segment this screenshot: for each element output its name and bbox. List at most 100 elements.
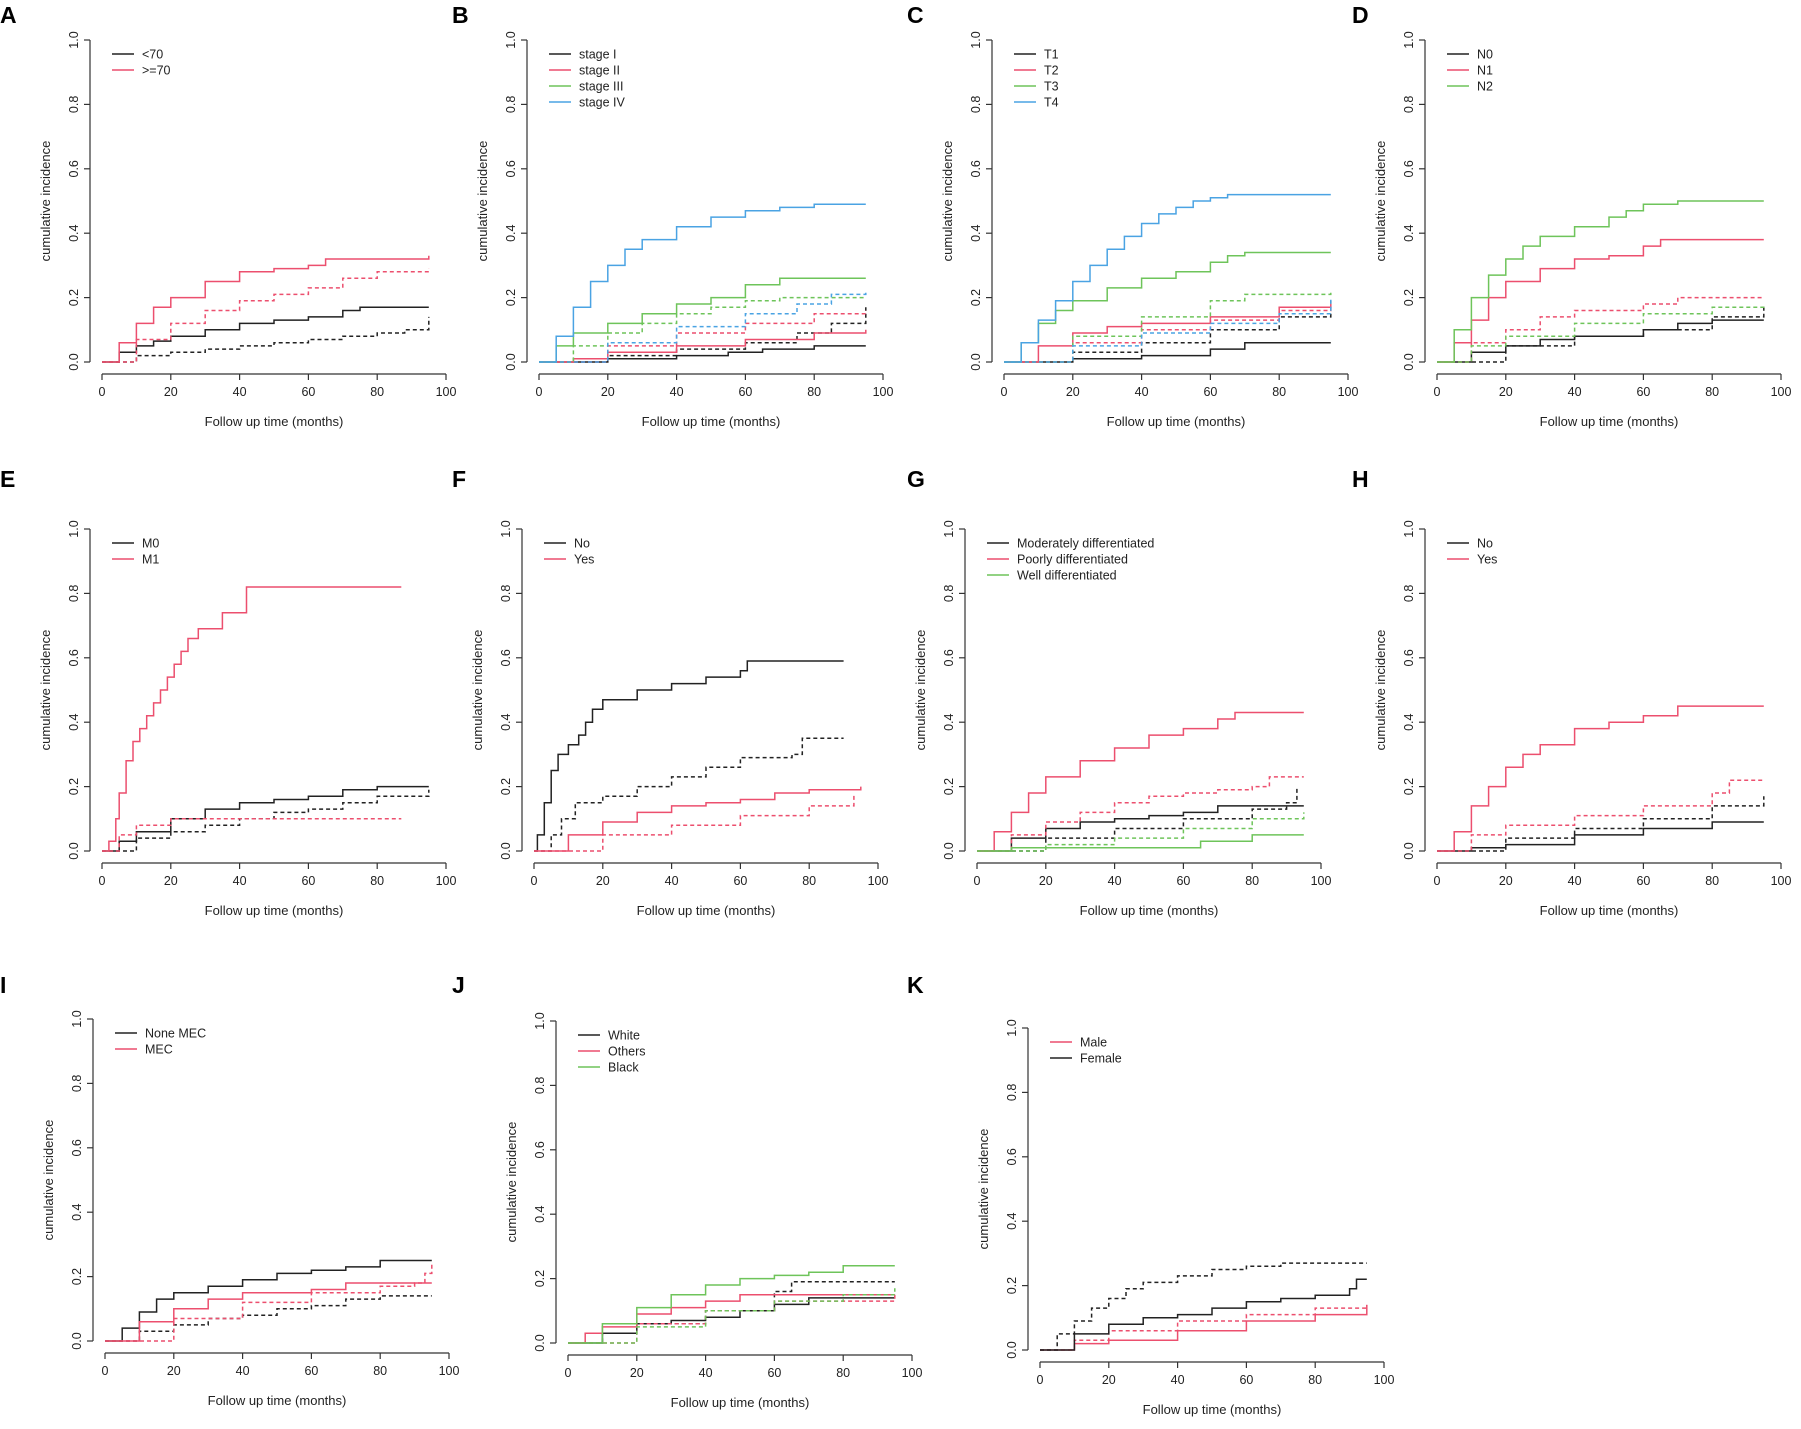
y-tick-label: 1.0 — [1402, 520, 1416, 537]
x-tick-label: 20 — [1039, 874, 1053, 888]
panel-k: K 0.0 0.2 0.4 0.6 0.8 1.0 0 20 40 60 80 100 Follow up… — [907, 972, 1394, 1417]
series-line-solid — [102, 306, 429, 363]
y-tick-label: 0.4 — [942, 713, 956, 730]
series-line-solid — [1437, 319, 1764, 363]
panel-e: E 0.0 0.2 0.4 0.6 0.8 1.0 0 20 40 60 80 100 Follow up… — [0, 466, 456, 918]
x-tick-label: 0 — [536, 385, 543, 399]
x-tick-label: 20 — [601, 385, 615, 399]
x-tick-label: 40 — [236, 1364, 250, 1378]
x-tick-label: 40 — [670, 385, 684, 399]
legend-label: stage II — [579, 64, 620, 78]
series-line-dashed — [105, 1295, 432, 1342]
series-line-dashed — [1437, 304, 1765, 363]
panel-b: B 0.0 0.2 0.4 0.6 0.8 1.0 0 20 40 60 80 100 Follow up… — [452, 2, 893, 429]
panel-g: G 0.0 0.2 0.4 0.6 0.8 1.0 0 20 40 60 80 100 Follow up… — [907, 466, 1331, 918]
legend-label: M0 — [142, 537, 159, 551]
y-tick-label: 0.6 — [67, 160, 81, 177]
series-line-dashed — [977, 776, 1304, 852]
panel-c: C 0.0 0.2 0.4 0.6 0.8 1.0 0 20 40 60 80 100 Follow up… — [907, 2, 1358, 429]
y-tick-label: 0.2 — [499, 778, 513, 795]
y-tick-label: 0.6 — [67, 649, 81, 666]
y-tick-label: 0.6 — [70, 1139, 84, 1156]
y-tick-label: 0.8 — [504, 96, 518, 113]
series-line-dashed — [534, 737, 844, 852]
x-tick-label: 60 — [1636, 874, 1650, 888]
series-line-solid — [568, 1264, 895, 1344]
y-tick-label: 0.6 — [969, 160, 983, 177]
legend-label: White — [608, 1029, 640, 1043]
y-axis-title: cumulative incidence — [913, 630, 928, 751]
series-line-dashed — [539, 310, 867, 363]
y-tick-label: 0.4 — [70, 1203, 84, 1220]
x-tick-label: 100 — [902, 1366, 923, 1380]
x-tick-label: 40 — [1108, 874, 1122, 888]
y-tick-label: 1.0 — [67, 520, 81, 537]
x-tick-label: 100 — [1771, 874, 1792, 888]
x-tick-label: 60 — [304, 1364, 318, 1378]
legend-label: N0 — [1477, 48, 1493, 62]
y-axis-title: cumulative incidence — [940, 141, 955, 262]
x-tick-label: 80 — [802, 874, 816, 888]
x-axis-title: Follow up time (months) — [1540, 414, 1679, 429]
series-line-solid — [539, 277, 866, 363]
panel-a: A 0.0 0.2 0.4 0.6 0.8 1.0 0 20 40 60 80 100 Follow up… — [0, 2, 456, 429]
y-axis-title: cumulative incidence — [504, 1122, 519, 1243]
y-tick-label: 0.6 — [499, 649, 513, 666]
x-tick-label: 60 — [301, 385, 315, 399]
x-tick-label: 0 — [1001, 385, 1008, 399]
series-line-solid — [105, 1259, 432, 1342]
series-line-dashed — [1437, 779, 1764, 852]
panel-letter: B — [452, 2, 469, 28]
x-tick-label: 100 — [436, 874, 457, 888]
y-tick-label: 0.2 — [1402, 778, 1416, 795]
x-tick-label: 0 — [99, 874, 106, 888]
x-tick-label: 20 — [1102, 1373, 1116, 1387]
legend-label: T1 — [1044, 48, 1059, 62]
y-tick-label: 0.0 — [969, 353, 983, 370]
panel-letter: C — [907, 2, 924, 28]
y-tick-label: 0.6 — [1402, 160, 1416, 177]
y-axis-title: cumulative incidence — [475, 141, 490, 262]
panel-d: D 0.0 0.2 0.4 0.6 0.8 1.0 0 20 40 60 80 100 Follow up… — [1352, 2, 1791, 429]
y-tick-label: 1.0 — [533, 1012, 547, 1029]
y-tick-label: 1.0 — [67, 31, 81, 48]
x-tick-label: 0 — [531, 874, 538, 888]
y-tick-label: 0.0 — [1005, 1341, 1019, 1358]
series-line-dashed — [539, 307, 867, 363]
panel-letter: G — [907, 466, 925, 492]
x-tick-label: 60 — [301, 874, 315, 888]
panel-j: J 0.0 0.2 0.4 0.6 0.8 1.0 0 20 40 60 80 100 Follow up… — [452, 972, 922, 1410]
y-tick-label: 0.0 — [942, 842, 956, 859]
x-tick-label: 40 — [1171, 1373, 1185, 1387]
y-tick-label: 0.0 — [67, 353, 81, 370]
series-line-solid — [534, 786, 862, 852]
series-line-solid — [1437, 705, 1764, 852]
y-tick-label: 0.0 — [504, 353, 518, 370]
legend-label: <70 — [142, 48, 163, 62]
series-line-dashed — [1437, 304, 1765, 363]
x-axis-title: Follow up time (months) — [1080, 903, 1219, 918]
x-tick-label: 0 — [1037, 1373, 1044, 1387]
legend-label: M1 — [142, 553, 159, 567]
legend-label: Female — [1080, 1052, 1122, 1066]
y-tick-label: 0.4 — [504, 224, 518, 241]
x-axis-title: Follow up time (months) — [205, 414, 344, 429]
series-line-solid — [977, 711, 1304, 852]
x-axis-title: Follow up time (months) — [205, 903, 344, 918]
y-axis-title: cumulative incidence — [1373, 630, 1388, 751]
x-tick-label: 100 — [1338, 385, 1359, 399]
y-tick-label: 0.2 — [67, 778, 81, 795]
x-tick-label: 80 — [836, 1366, 850, 1380]
y-tick-label: 1.0 — [942, 520, 956, 537]
series-line-dashed — [568, 1281, 895, 1344]
x-tick-label: 0 — [1434, 874, 1441, 888]
y-tick-label: 0.8 — [1402, 585, 1416, 602]
series-line-solid — [1437, 238, 1764, 363]
panel-letter: D — [1352, 2, 1369, 28]
legend-label: Yes — [1477, 553, 1497, 567]
x-tick-label: 60 — [1239, 1373, 1253, 1387]
series-line-dashed — [534, 793, 855, 852]
y-tick-label: 0.4 — [969, 224, 983, 241]
y-tick-label: 0.4 — [533, 1205, 547, 1222]
